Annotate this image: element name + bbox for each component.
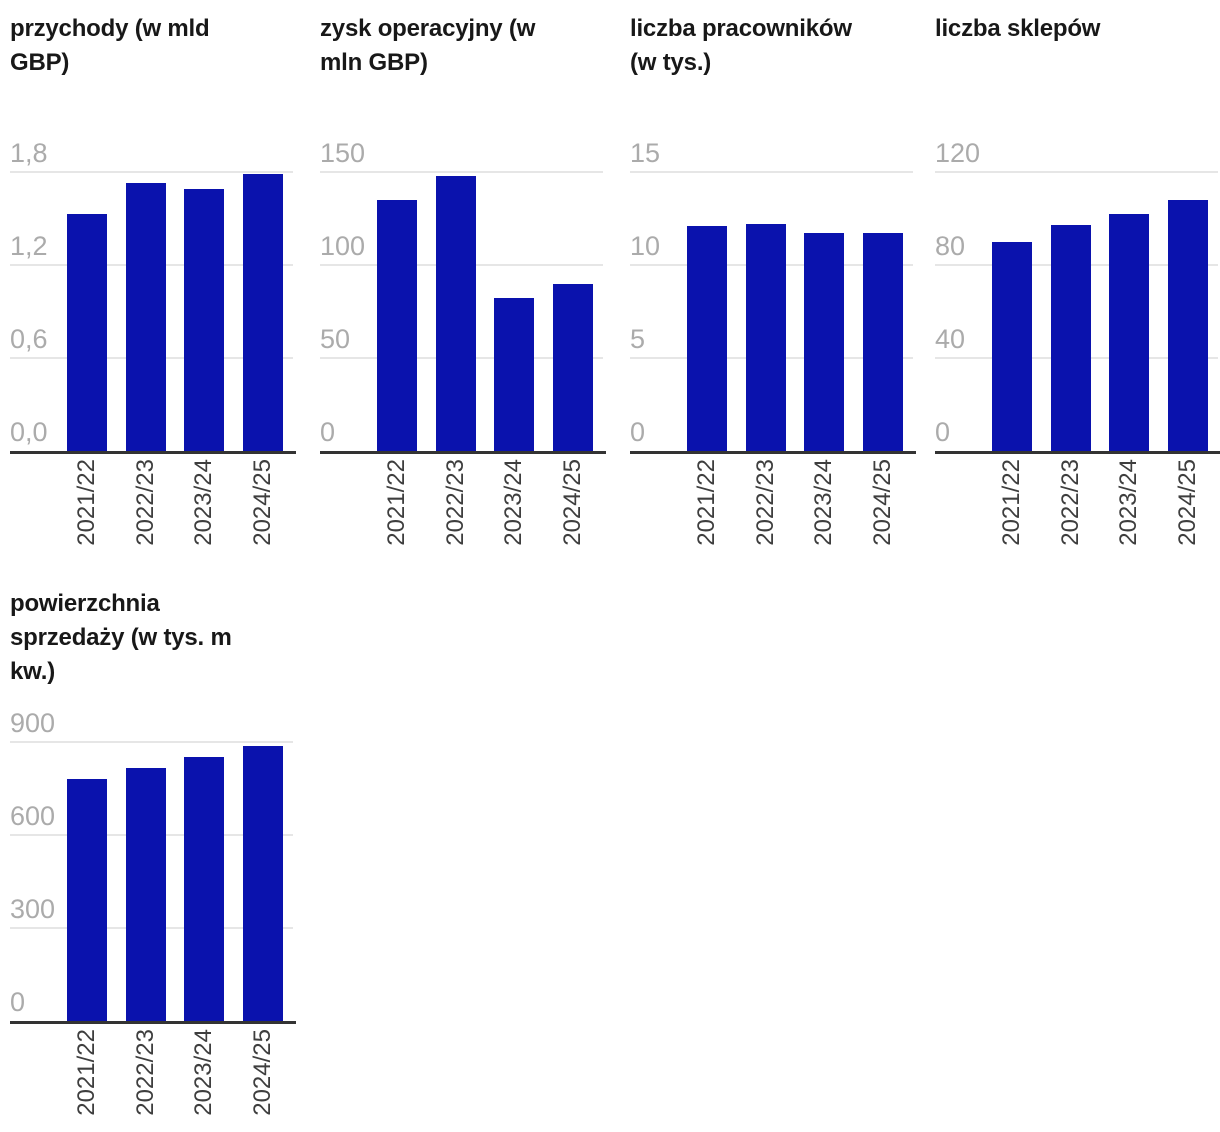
- x-tick-label: 2021/22: [73, 1029, 100, 1116]
- gridline: [10, 171, 293, 173]
- bar: [552, 283, 593, 451]
- y-tick-label: 50: [320, 324, 351, 354]
- x-tick-label: 2022/23: [1056, 459, 1084, 546]
- chart-title: zysk operacyjny (w mln GBP): [320, 15, 536, 76]
- y-tick-label: 1,8: [10, 138, 48, 168]
- x-tick-label: 2023/24: [190, 459, 217, 546]
- plot-area: 1,8 1,2 0,6 0,0 2021/22 2022/23 2023/24 2024/25: [10, 139, 296, 546]
- x-tick-label: 2023/24: [190, 1029, 217, 1116]
- x-tick-label: 2024/25: [248, 459, 276, 546]
- x-tick-label: 2022/23: [751, 459, 779, 546]
- y-tick-label: 40: [935, 324, 966, 354]
- x-axis-line: [935, 451, 1220, 454]
- bar: [745, 224, 786, 451]
- chart-panel: przychody (w mld GBP) 1,8 1,2 0,6 0,0 2021/2…: [0, 0, 296, 565]
- y-tick-label: 0: [935, 417, 951, 447]
- bar: [1050, 225, 1091, 451]
- x-tick-label: 2023/24: [1115, 459, 1142, 546]
- x-tick-label: 2024/25: [868, 459, 896, 546]
- chart-title: przychody (w mld GBP): [10, 15, 210, 76]
- x-tick-label: 2022/23: [131, 459, 159, 546]
- y-tick-label: 0: [10, 987, 26, 1017]
- x-tick-label: 2021/22: [383, 459, 410, 546]
- plot-area: 900 600 300 0 2021/22 2022/23 2023/24 2024/25: [10, 709, 296, 1116]
- x-tick-label: 2023/24: [500, 459, 527, 546]
- y-tick-label: 0,6: [10, 324, 48, 354]
- bar: [67, 778, 107, 1021]
- x-tick-label: 2022/23: [441, 459, 469, 546]
- bar: [494, 298, 534, 451]
- x-axis-line: [10, 451, 296, 454]
- bar: [862, 233, 903, 451]
- bar: [184, 189, 224, 451]
- chart-title: liczba pracowników (w tys.): [630, 15, 852, 76]
- bar: [1109, 213, 1149, 451]
- x-tick-label: 2024/25: [248, 1029, 276, 1116]
- bar: [992, 241, 1032, 451]
- bar: [125, 182, 166, 451]
- x-tick-label: 2023/24: [810, 459, 837, 546]
- y-tick-label: 600: [10, 801, 56, 831]
- gridline: [10, 741, 293, 743]
- y-tick-label: 900: [10, 708, 56, 738]
- chart-title: powierzchnia sprzedaży (w tys. m kw.): [10, 590, 232, 685]
- bar: [804, 233, 844, 451]
- x-tick-label: 2024/25: [558, 459, 586, 546]
- y-tick-label: 15: [630, 138, 661, 168]
- gridline: [630, 171, 913, 173]
- chart-title: liczba sklepów: [935, 15, 1101, 42]
- gridline: [320, 171, 603, 173]
- y-tick-label: 10: [630, 231, 661, 261]
- bar: [687, 225, 727, 451]
- y-tick-label: 100: [320, 231, 366, 261]
- y-tick-label: 5: [630, 324, 646, 354]
- y-tick-label: 1,2: [10, 231, 48, 261]
- y-tick-label: 0: [630, 417, 646, 447]
- plot-area: 15 10 5 0 2021/22 2022/23 2023/24 2024/25: [630, 139, 916, 546]
- y-tick-label: 300: [10, 894, 56, 924]
- x-axis-line: [10, 1021, 296, 1024]
- chart-panel: zysk operacyjny (w mln GBP) 150 100 50 0 202…: [310, 0, 606, 565]
- x-axis-line: [320, 451, 606, 454]
- y-tick-label: 0,0: [10, 417, 48, 447]
- bar: [184, 757, 224, 1021]
- bar: [67, 213, 107, 451]
- y-tick-label: 150: [320, 138, 366, 168]
- chart-panel: powierzchnia sprzedaży (w tys. m kw.) 90…: [0, 585, 296, 1132]
- plot-area: 150 100 50 0 2021/22 2022/23 2023/24 2024/25: [320, 139, 606, 546]
- y-tick-label: 120: [935, 138, 981, 168]
- y-tick-label: 80: [935, 231, 966, 261]
- x-tick-label: 2022/23: [131, 1029, 159, 1116]
- plot-area: 120 80 40 0 2021/22 2022/23 2023/24 2024/25: [935, 139, 1220, 546]
- bar: [242, 746, 283, 1021]
- bar: [377, 199, 417, 451]
- x-tick-label: 2021/22: [73, 459, 100, 546]
- chart-panel: liczba pracowników (w tys.) 15 10 5 0 2021/2…: [620, 0, 916, 565]
- x-tick-label: 2021/22: [998, 459, 1025, 546]
- gridline: [935, 171, 1218, 173]
- x-axis-line: [630, 451, 916, 454]
- x-tick-label: 2021/22: [693, 459, 720, 546]
- x-tick-label: 2024/25: [1173, 459, 1201, 546]
- bar: [125, 768, 166, 1021]
- chart-panel: liczba sklepów 120 80 40 0 2021/22 2022/23 202…: [925, 0, 1220, 565]
- bar: [1167, 199, 1208, 451]
- bar: [435, 175, 476, 451]
- bar: [242, 173, 283, 451]
- y-tick-label: 0: [320, 417, 336, 447]
